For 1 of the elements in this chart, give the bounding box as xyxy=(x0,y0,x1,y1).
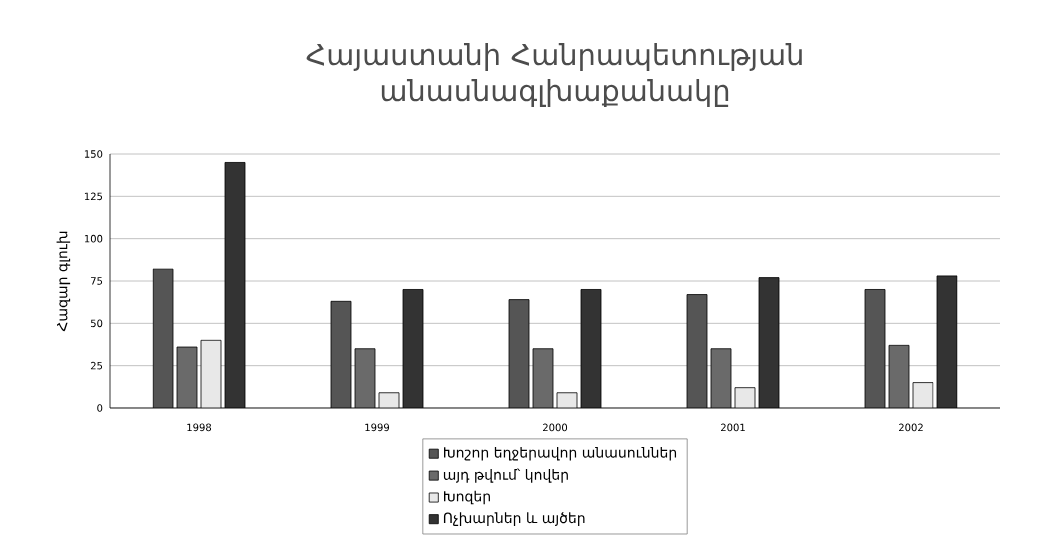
chart-title: Հայաստանի Հանրապետության անասնագլխաքանակը xyxy=(306,43,802,107)
